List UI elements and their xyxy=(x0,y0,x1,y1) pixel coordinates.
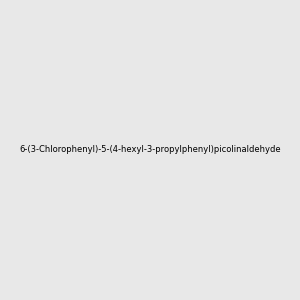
Text: 6-(3-Chlorophenyl)-5-(4-hexyl-3-propylphenyl)picolinaldehyde: 6-(3-Chlorophenyl)-5-(4-hexyl-3-propylph… xyxy=(19,146,281,154)
